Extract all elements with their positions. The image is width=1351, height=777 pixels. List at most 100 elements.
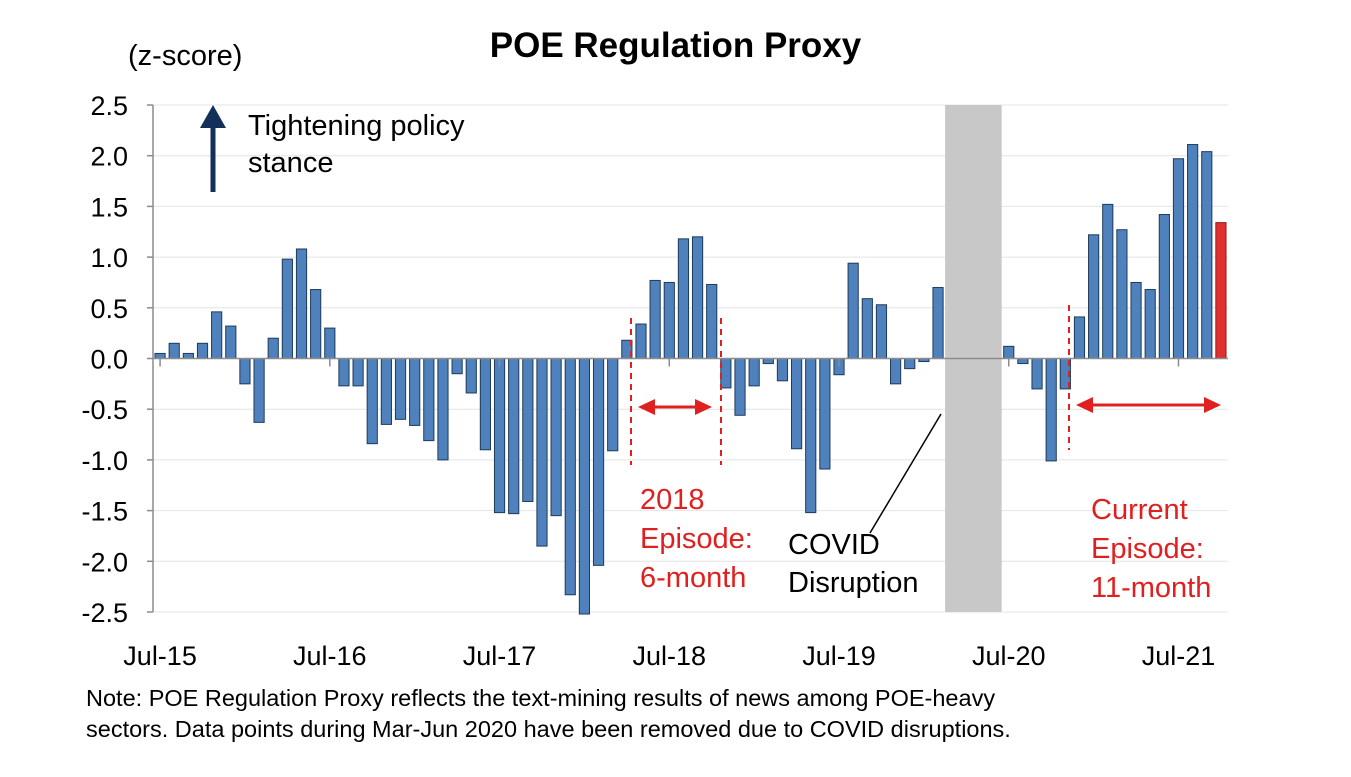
episode-2018-label-line2: Episode: xyxy=(640,523,753,555)
bar xyxy=(508,358,520,515)
bar xyxy=(380,358,392,425)
chart-title: POE Regulation Proxy xyxy=(489,26,862,65)
bar xyxy=(536,358,548,547)
bar xyxy=(550,358,562,517)
bar xyxy=(564,358,576,596)
bar xyxy=(847,262,859,359)
bar xyxy=(196,342,209,360)
note-line-1: Note: POE Regulation Proxy reflects the … xyxy=(86,685,996,711)
bar xyxy=(1158,214,1170,359)
episode-2018-label-line1: 2018 xyxy=(640,484,705,516)
y-tick-label: 1.0 xyxy=(90,243,128,273)
bar xyxy=(1116,229,1128,359)
bar xyxy=(451,358,463,375)
bar xyxy=(465,358,477,394)
current-episode-label-line2: Episode: xyxy=(1091,533,1204,565)
bar xyxy=(677,238,690,360)
tightening-label-line2: stance xyxy=(248,147,333,179)
covid-leader-line xyxy=(869,413,942,534)
bar xyxy=(366,358,378,445)
bar xyxy=(635,323,647,359)
bar xyxy=(338,358,350,387)
bar xyxy=(281,258,293,359)
tightening-label-line1: Tightening policy xyxy=(248,110,465,142)
bar xyxy=(423,358,435,442)
bar xyxy=(522,358,534,502)
x-tick-label: Jul-21 xyxy=(1142,641,1216,671)
x-tick-label: Jul-19 xyxy=(802,641,876,671)
bar xyxy=(932,287,944,359)
axes xyxy=(147,104,1228,613)
note-line-2: sectors. Data points during Mar-Jun 2020… xyxy=(86,716,1011,742)
bar xyxy=(1172,158,1185,359)
bar xyxy=(875,304,888,359)
bar xyxy=(1215,222,1227,359)
y-tick-label: -2.5 xyxy=(81,598,128,628)
y-axis-unit-label: (z-score) xyxy=(128,40,243,72)
bar xyxy=(1201,151,1213,359)
y-tick-label: 0.0 xyxy=(90,345,128,375)
y-tick-labels: 2.5 2.0 1.5 1.0 0.5 0.0 -0.5 -1.0 -1.5 -2.0 -2.5 xyxy=(81,91,128,628)
bar xyxy=(890,358,902,385)
bar xyxy=(437,358,449,461)
bar xyxy=(790,358,803,450)
y-tick-label: 2.5 xyxy=(90,91,128,121)
bar xyxy=(1102,203,1114,359)
bar xyxy=(211,311,223,359)
episode-2018-label-line3: 6-month xyxy=(640,562,746,594)
bar xyxy=(1045,358,1057,462)
bar xyxy=(734,358,746,416)
x-tick-label: Jul-18 xyxy=(633,641,707,671)
bar xyxy=(267,337,279,360)
bar xyxy=(394,358,407,420)
chart-note: Note: POE Regulation Proxy reflects the … xyxy=(86,683,1011,745)
x-tick-label: Jul-20 xyxy=(972,641,1046,671)
bar xyxy=(239,358,251,385)
bar xyxy=(805,358,817,514)
bar xyxy=(748,358,760,387)
bars xyxy=(154,144,1227,615)
y-tick-label: -2.0 xyxy=(81,547,128,577)
y-tick-label: -1.0 xyxy=(81,446,128,476)
tightening-arrow-icon xyxy=(200,105,226,192)
y-tick-label: 0.5 xyxy=(90,294,128,324)
x-tick-labels: Jul-15 Jul-16 Jul-17 Jul-18 Jul-19 Jul-20 Jul-… xyxy=(123,641,1215,671)
bar xyxy=(578,358,591,615)
bar xyxy=(1003,345,1015,360)
bar xyxy=(324,327,336,359)
y-tick-label: -1.5 xyxy=(81,497,128,527)
bar xyxy=(154,352,166,359)
bar xyxy=(861,298,873,360)
bar xyxy=(352,358,364,387)
bar xyxy=(310,289,322,360)
x-tick-label: Jul-17 xyxy=(463,641,537,671)
bar xyxy=(762,358,774,365)
bar xyxy=(295,248,308,360)
bar xyxy=(1031,358,1043,390)
bar xyxy=(1017,358,1029,365)
bar xyxy=(168,342,180,360)
current-episode-label-line3: 11-month xyxy=(1091,572,1211,604)
x-tick-label: Jul-16 xyxy=(293,641,367,671)
bar xyxy=(1130,281,1142,360)
bar xyxy=(479,358,491,451)
bar-chart: 2.5 2.0 1.5 1.0 0.5 0.0 -0.5 -1.0 -1.5 -2.0 -2.5 J… xyxy=(81,91,1228,671)
bar xyxy=(182,352,194,359)
current-episode-label-line1: Current xyxy=(1091,494,1188,526)
bar xyxy=(1073,316,1086,359)
bar xyxy=(1144,289,1156,360)
bar xyxy=(819,358,831,470)
covid-label-line1: COVID xyxy=(788,529,880,561)
y-tick-label: -0.5 xyxy=(81,395,128,425)
bar xyxy=(607,358,619,452)
bar xyxy=(720,358,732,389)
bar xyxy=(493,358,506,514)
bar xyxy=(592,358,605,566)
bar xyxy=(1088,234,1100,360)
bar xyxy=(649,279,661,359)
x-tick-label: Jul-15 xyxy=(123,641,197,671)
bar xyxy=(904,358,916,370)
y-tick-label: 1.5 xyxy=(90,192,128,222)
bar xyxy=(1187,144,1199,359)
bar xyxy=(691,236,704,360)
